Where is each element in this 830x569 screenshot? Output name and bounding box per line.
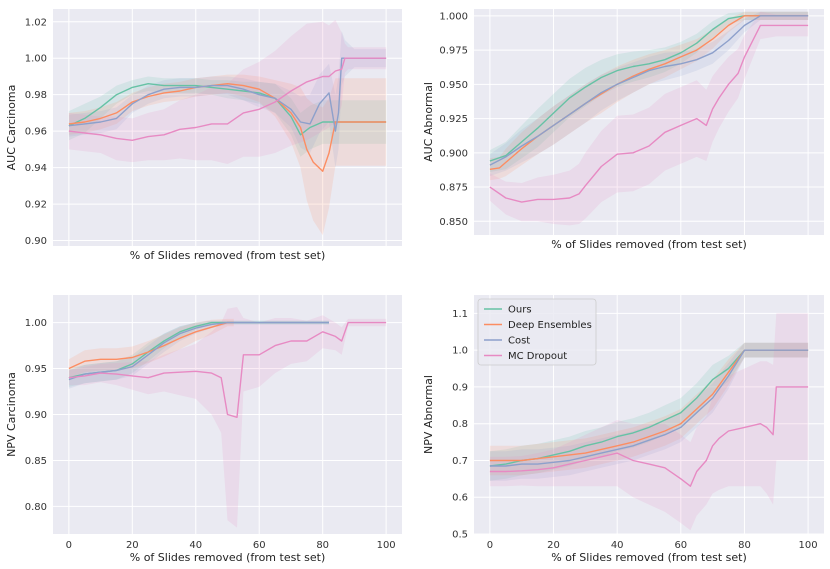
y-tick-label: 1.000 (439, 11, 468, 22)
y-tick-label: 1.02 (25, 17, 47, 28)
y-tick-label: 0.5 (452, 530, 468, 541)
y-tick-label: 1.0 (452, 346, 468, 357)
y-tick-label: 0.94 (25, 163, 47, 174)
y-tick-label: 0.96 (25, 127, 47, 138)
y-tick-label: 0.90 (25, 236, 47, 247)
y-tick-label: 1.00 (25, 54, 47, 65)
band-cost (489, 342, 809, 481)
legend-label-ours: Ours (508, 305, 532, 316)
y-axis-label: NPV Abnormal (422, 375, 435, 454)
y-tick-label: 0.85 (25, 456, 47, 467)
y-tick-label: 0.6 (452, 493, 468, 504)
y-tick-label: 0.90 (25, 410, 47, 421)
y-tick-label: 0.7 (452, 456, 468, 467)
x-tick-label: 0 (487, 540, 493, 551)
y-tick-label: 0.950 (439, 80, 468, 91)
y-axis-label: AUC Abnormal (422, 82, 435, 162)
x-tick-label: 100 (377, 540, 396, 551)
x-tick-label: 40 (189, 540, 202, 551)
band-mc-dropout (489, 11, 809, 226)
series-line-deep-ensembles (68, 82, 387, 173)
y-tick-label: 0.850 (439, 217, 468, 228)
y-tick-label: 0.80 (25, 502, 47, 513)
x-axis-label: % of Slides removed (from test set) (551, 238, 746, 251)
series-line-mc-dropout (68, 321, 387, 418)
x-tick-label: 60 (253, 540, 266, 551)
y-axis-label: AUC Carcinoma (5, 85, 18, 171)
band-cost (68, 30, 387, 168)
series-line-cost (68, 321, 329, 381)
legend-label-cost: Cost (508, 336, 530, 347)
band-ours (489, 342, 809, 481)
panel-auc-abnormal: 0.850 0.875 0.900 0.925 0.950 0.975 1.000 % of … (422, 9, 824, 251)
band-cost (68, 320, 330, 389)
y-tick-label: 1.00 (25, 318, 47, 329)
x-tick-label: 60 (674, 540, 687, 551)
band-ours (68, 76, 387, 157)
x-axis-label: % of Slides removed (from test set) (130, 551, 325, 564)
series-line-ours (68, 82, 387, 136)
series-line-cost (489, 15, 809, 166)
band-deep-ensembles (68, 74, 387, 236)
band-ours (68, 320, 330, 387)
legend-frame (477, 298, 597, 366)
y-tick-label: 0.875 (439, 183, 468, 194)
y-tick-label: 0.98 (25, 90, 47, 101)
y-tick-label: 0.8 (452, 419, 468, 430)
band-mc-dropout (489, 313, 809, 531)
band-ours (489, 11, 809, 173)
band-cost (489, 11, 809, 177)
y-tick-label: 1.1 (452, 309, 468, 320)
plot-area (53, 9, 402, 246)
y-tick-label: 0.975 (439, 46, 468, 57)
legend: Ours Deep Ensembles Cost MC Dropout (477, 298, 597, 366)
series-line-mc-dropout (68, 57, 387, 142)
band-mc-dropout (68, 19, 387, 165)
y-tick-label: 0.925 (439, 114, 468, 125)
series-line-cost (68, 57, 387, 132)
x-tick-label: 80 (738, 540, 751, 551)
legend-label-mc-dropout: MC Dropout (508, 351, 567, 362)
x-tick-label: 20 (547, 540, 560, 551)
panel-npv-carcinoma: 0.80 0.85 0.90 0.95 1.00 0 20 40 60 80 100 % of Sli… (5, 295, 402, 564)
x-axis-label: % of Slides removed (from test set) (130, 249, 325, 262)
y-tick-label: 0.9 (452, 382, 468, 393)
series-line-cost (489, 349, 809, 467)
panel-npv-abnormal: 0.5 0.6 0.7 0.8 0.9 1.0 1.1 0 20 40 60 80 100 % of Sl… (422, 295, 824, 564)
x-tick-label: 40 (611, 540, 624, 551)
y-axis-label: NPV Carcinoma (5, 372, 18, 457)
x-axis-label: % of Slides removed (from test set) (551, 551, 746, 564)
series-line-mc-dropout (489, 24, 809, 203)
series-line-mc-dropout (489, 386, 809, 487)
x-tick-label: 100 (799, 540, 818, 551)
band-mc-dropout (68, 307, 387, 528)
series-line-deep-ensembles (489, 349, 809, 462)
plot-area (474, 9, 824, 235)
legend-label-deep-ensembles: Deep Ensembles (508, 320, 592, 331)
y-tick-label: 0.900 (439, 148, 468, 159)
x-tick-label: 20 (126, 540, 139, 551)
y-tick-label: 0.95 (25, 364, 47, 375)
panel-auc-carcinoma: 0.90 0.92 0.94 0.96 0.98 1.00 1.02 % of Slides … (5, 9, 402, 262)
y-tick-label: 0.92 (25, 200, 47, 211)
x-tick-label: 80 (316, 540, 329, 551)
x-tick-label: 0 (66, 540, 72, 551)
band-deep-ensembles (489, 11, 809, 181)
series-line-deep-ensembles (489, 15, 809, 170)
